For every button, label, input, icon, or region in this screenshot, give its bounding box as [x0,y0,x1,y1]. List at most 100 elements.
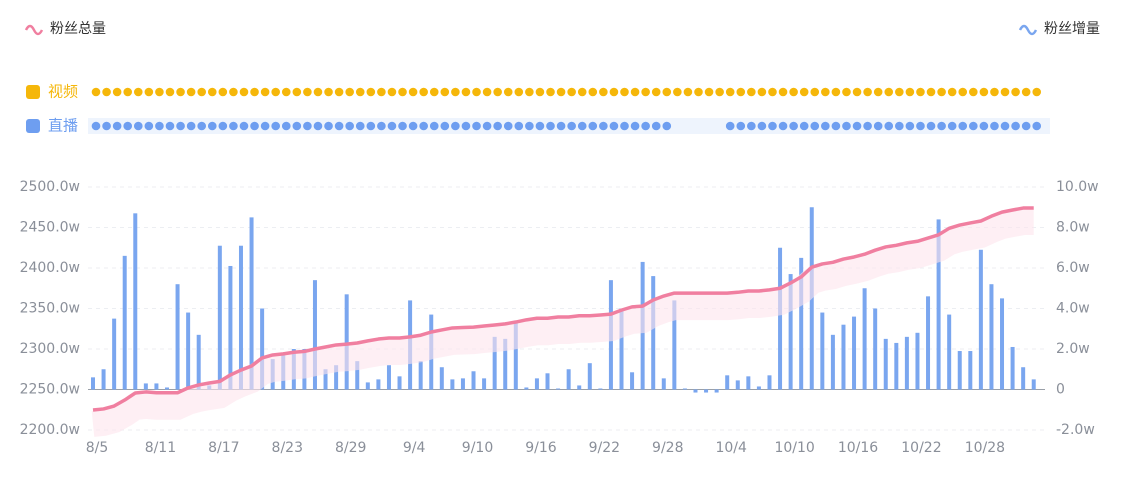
timeline-dot [91,87,101,97]
bar [630,372,635,390]
timeline-dot [218,121,228,131]
bar [957,351,962,390]
bar [513,322,518,390]
timeline-dot [535,121,545,131]
timeline-dot [355,87,365,97]
timeline-dot [1000,121,1010,131]
timeline-dot [620,87,629,97]
timeline-dot [250,87,259,97]
timeline-dot [799,121,809,131]
timeline-dot [916,87,925,97]
bar [926,296,931,390]
timeline-dot [916,121,925,131]
bar [524,387,529,390]
timeline-dot [91,121,101,131]
bar [873,308,878,390]
bar [376,379,381,390]
legend-label[interactable]: 粉丝增量 [1044,21,1100,37]
timeline-dot [969,121,978,131]
bar [492,336,497,390]
bar [830,334,835,390]
timeline-dot [408,121,418,131]
timeline-dot [852,87,862,97]
y-tick-label: 2200.0w [20,422,80,438]
timeline-dot [599,121,608,131]
timeline-dot [451,87,460,97]
timeline-dot [260,121,270,131]
timeline-dot [461,87,471,97]
timeline-dot [440,87,450,97]
timeline-dot [926,121,936,131]
timeline-dot [588,121,598,131]
bar [735,380,740,390]
timeline-dot [884,87,894,97]
timeline-dot [493,87,502,97]
bar [355,361,360,390]
bar [714,389,719,393]
x-tick-label: 10/16 [838,440,878,456]
timeline-dot [440,121,450,131]
timeline-dot [165,121,175,131]
x-tick-label: 10/4 [715,440,747,456]
timeline-dot [704,87,714,97]
timeline-dot [514,121,524,131]
timeline-dot [662,121,672,131]
bar [344,294,349,390]
x-tick-label: 10/28 [965,440,1005,456]
timeline-dot [271,87,280,97]
timeline-dot [1011,87,1020,97]
legend-label[interactable]: 粉丝总量 [50,21,106,37]
timeline-dot [419,87,428,97]
timeline-dot [937,87,946,97]
timeline-dot [525,121,534,131]
bar [503,338,508,390]
bar [143,383,148,390]
bar [397,376,402,390]
legend-icon [1018,24,1038,36]
timeline-dot [831,121,841,131]
timeline-dot [472,121,481,131]
bar [196,334,201,390]
bar [598,388,603,390]
x-tick-label: 8/17 [208,440,239,456]
timeline-dot [398,87,407,97]
x-tick-label: 8/29 [335,440,366,456]
y-tick-label: 2350.0w [20,301,80,317]
timeline-dot [736,87,746,97]
timeline-dot [725,87,735,97]
bar [862,288,867,390]
timeline-dot [990,121,999,131]
y2-tick-label: -2.0w [1056,422,1095,438]
bar [386,365,391,390]
timeline-dot [503,121,513,131]
timeline-dot [514,87,524,97]
timeline-dot [958,87,968,97]
bar [556,388,561,390]
bar [566,369,571,390]
bar [883,338,888,390]
y-tick-label: 2450.0w [20,220,80,236]
bar [746,376,751,390]
timeline-dot [926,87,936,97]
timeline-dot [271,121,280,131]
bar [915,332,920,390]
timeline-dot [958,121,968,131]
timeline-dot [799,87,809,97]
timeline-dot [905,121,915,131]
timeline-dot [207,121,217,131]
timeline-dot [947,87,957,97]
timeline-dot [334,87,344,97]
timeline-dot [599,87,608,97]
x-tick-label: 10/10 [774,440,814,456]
timeline-dot [556,121,566,131]
timeline-dot [260,87,270,97]
timeline-dot [873,121,883,131]
timeline-dot [556,87,566,97]
timeline-dot [810,121,820,131]
timeline-dot [651,87,661,97]
timeline-dot [408,87,418,97]
timeline-dot [979,121,989,131]
timeline-dot [842,121,851,131]
